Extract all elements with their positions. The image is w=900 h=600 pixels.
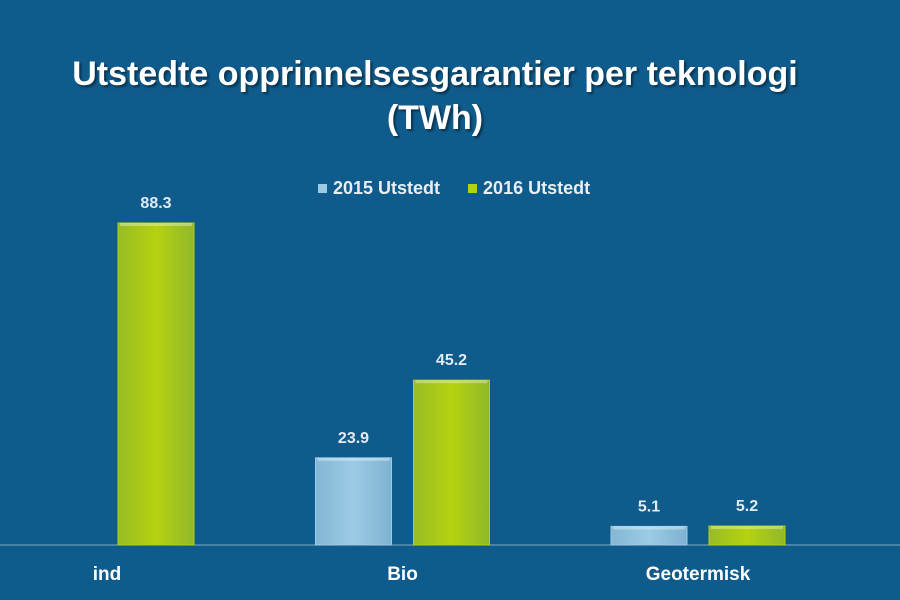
data-label-2016-ind: 88.3: [140, 195, 171, 212]
data-label-2016-bio: 45.2: [436, 352, 467, 369]
legend-swatch-2015: [318, 184, 327, 193]
bar-highlight-2016-ind: [120, 223, 192, 226]
category-label-geotermisk: Geotermisk: [646, 564, 751, 585]
bar-highlight-2015-bio: [317, 457, 390, 461]
bar-highlight-2016-geotermisk: [711, 526, 783, 530]
legend-item-2015: 2015 Utstedt: [318, 178, 440, 199]
bar-highlight-2015-geotermisk: [613, 526, 685, 530]
bar-2016-ind: [117, 222, 195, 546]
chart-title: Utstedte opprinnelsesgarantier per tekno…: [0, 52, 870, 140]
chart-title-unit: (TWh): [386, 99, 484, 137]
data-label-2015-geotermisk: 5.1: [638, 498, 660, 515]
chart-title-main: Utstedte opprinnelsesgarantier per tekno…: [72, 55, 798, 93]
category-label-ind: ind: [93, 564, 122, 585]
legend-item-2016: 2016 Utstedt: [468, 178, 590, 199]
category-label-bio: Bio: [387, 564, 418, 585]
bar-highlight-2016-bio: [415, 380, 488, 384]
data-label-2016-geotermisk: 5.2: [736, 498, 758, 515]
bar-2016-geotermisk: [708, 525, 786, 546]
data-label-2015-bio: 23.9: [338, 430, 369, 447]
bar-2016-bio: [413, 379, 490, 546]
legend-label-2015: 2015 Utstedt: [333, 178, 441, 198]
chart-legend: 2015 Utstedt 2016 Utstedt: [318, 178, 590, 199]
bar-2015-geotermisk: [610, 525, 688, 546]
bar-2015-bio: [315, 457, 392, 546]
legend-label-2016: 2016 Utstedt: [483, 178, 591, 198]
legend-swatch-2016: [468, 184, 478, 193]
